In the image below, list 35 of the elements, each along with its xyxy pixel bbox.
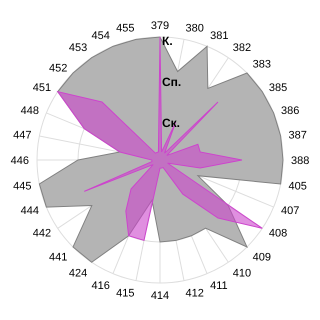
spoke-label: 454 [92,30,110,42]
spoke-label: 414 [150,290,170,302]
spoke-label: 380 [186,22,204,35]
y-tick-label: Сп. [162,75,182,89]
spoke-label: 442 [32,228,52,240]
spoke-label: 407 [281,205,300,218]
spoke-label: 441 [49,251,68,264]
y-tick-label: К. [162,34,173,48]
spoke-label: 405 [288,180,307,192]
y-tick-label: Ск. [162,116,180,130]
spoke-label: 387 [288,129,307,142]
spoke-label: 447 [13,129,32,142]
spoke-label: 382 [232,42,252,54]
spoke-label: 411 [210,280,228,292]
spoke-label: 452 [49,62,68,74]
spoke-label: 445 [13,180,32,192]
spoke-label: 409 [252,251,271,264]
spoke-label: 408 [268,228,288,240]
spoke-label: 388 [291,154,310,167]
spoke-label: 410 [232,268,252,280]
spoke-label: 415 [116,287,134,300]
spoke-label: 444 [20,205,39,218]
spoke-label: 448 [20,104,39,117]
spoke-label: 385 [268,82,288,94]
spoke-label: 412 [186,287,204,300]
spoke-label: 416 [92,280,110,292]
spoke-label: 386 [281,104,300,117]
spoke-label: 424 [68,268,88,280]
spoke-label: 446 [10,154,29,167]
spoke-label: 383 [252,58,271,70]
spoke-label: 381 [210,30,228,42]
spoke-label: 455 [116,22,134,35]
spoke-label: 453 [68,42,88,54]
spoke-label: 379 [150,20,170,32]
spoke-label: 451 [32,82,52,94]
